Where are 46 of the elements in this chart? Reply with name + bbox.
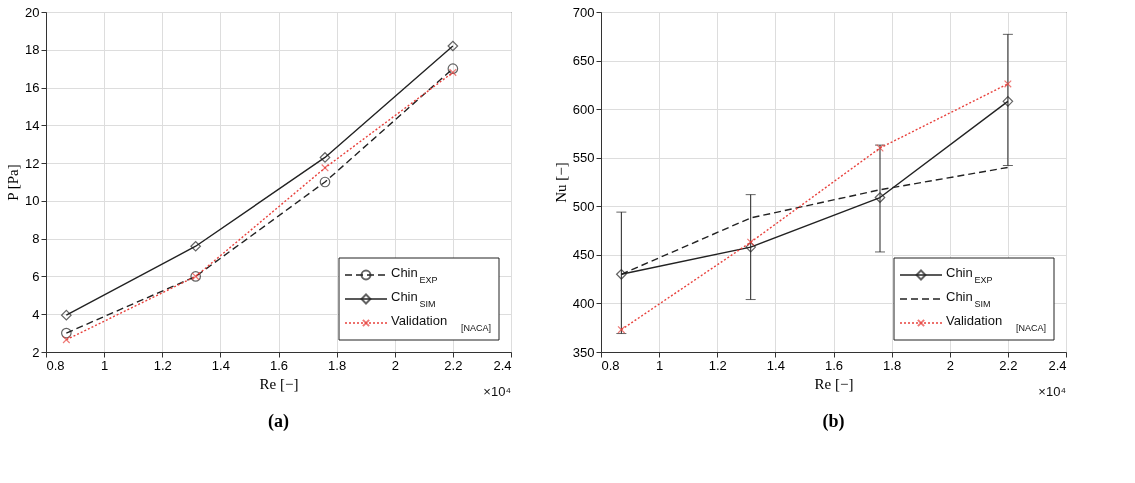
- y-tick-label: 600: [572, 101, 595, 117]
- y-tick-label: 650: [572, 53, 595, 69]
- x-axis-title: Re [−]: [259, 375, 299, 392]
- text: (b): [822, 411, 845, 432]
- x-tick-label: 2.2: [999, 357, 1018, 373]
- x-tick-label: 1.6: [824, 357, 844, 373]
- x-tick-label: 2.2: [444, 357, 463, 373]
- text: (a): [268, 411, 289, 432]
- y-tick-label: 6: [32, 268, 40, 284]
- x-tick-label: 2: [946, 357, 954, 373]
- x-tick-label: 1.8: [328, 357, 347, 373]
- x-tick-label: 1.2: [153, 357, 172, 373]
- text: ×10⁴: [483, 384, 511, 399]
- x-tick-label: 2.4: [1048, 357, 1067, 373]
- y-axis-title: P [Pa]: [5, 164, 22, 201]
- x-tick-label: 1.4: [211, 357, 230, 373]
- y-tick-label: 2: [32, 344, 40, 360]
- y-tick-label: 450: [572, 247, 595, 263]
- y-axis-title: Nu [−]: [552, 162, 569, 203]
- y-tick-label: 18: [25, 42, 40, 58]
- x-tick-label: 0.8: [601, 357, 620, 373]
- x-tick-label: 1.2: [708, 357, 727, 373]
- y-tick-label: 350: [572, 344, 595, 360]
- x-tick-label: 1: [656, 357, 664, 373]
- x-tick-label: 1: [101, 357, 109, 373]
- y-tick-label: 12: [25, 155, 40, 171]
- y-tick-label: 550: [572, 150, 595, 166]
- y-tick-label: 8: [32, 231, 40, 247]
- y-tick-label: 16: [25, 80, 40, 96]
- y-tick-label: 14: [25, 117, 40, 133]
- text: ×10⁴: [1038, 384, 1066, 399]
- y-tick-label: 400: [572, 295, 595, 311]
- y-tick-label: 4: [32, 306, 40, 322]
- y-tick-label: 700: [572, 4, 595, 20]
- x-tick-label: 1.6: [269, 357, 289, 373]
- y-tick-label: 10: [25, 193, 40, 209]
- x-tick-label: 2: [391, 357, 399, 373]
- legend-label: Validation[NACA]: [391, 313, 492, 333]
- x-tick-label: 0.8: [46, 357, 65, 373]
- y-tick-label: 20: [25, 4, 40, 20]
- y-tick-label: 500: [572, 198, 595, 214]
- x-tick-label: 1.4: [766, 357, 785, 373]
- x-tick-label: 1.8: [883, 357, 902, 373]
- legend-label: Validation[NACA]: [946, 313, 1047, 333]
- x-tick-label: 2.4: [493, 357, 512, 373]
- x-axis-title: Re [−]: [814, 375, 854, 392]
